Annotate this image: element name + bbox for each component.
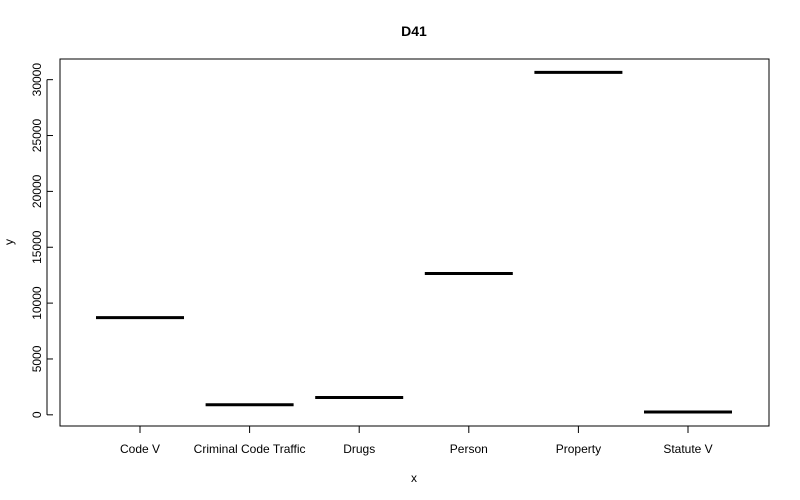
x-tick-label-4: Property (556, 442, 601, 456)
x-tick-label-2: Drugs (343, 442, 375, 456)
y-tick-label-6: 30000 (30, 63, 44, 97)
plot-frame (59, 58, 770, 427)
x-axis-label: x (411, 471, 417, 485)
x-tick-label-5: Statute V (663, 442, 712, 456)
y-axis-label: y (2, 239, 16, 245)
y-tick-label-0: 0 (30, 411, 44, 418)
y-tick-label-1: 5000 (30, 345, 44, 372)
x-tick-label-3: Person (450, 442, 488, 456)
y-tick-label-4: 20000 (30, 174, 44, 208)
x-tick-label-0: Code V (120, 442, 160, 456)
chart-title: D41 (401, 23, 427, 39)
x-tick-label-1: Criminal Code Traffic (194, 442, 306, 456)
y-tick-label-3: 15000 (30, 230, 44, 264)
data-marks (96, 70, 732, 414)
x-axis: Code V Criminal Code Traffic Drugs Person Pr… (120, 426, 713, 456)
y-axis: 0 5000 10000 15000 20000 25000 30000 (30, 63, 53, 418)
y-tick-label-2: 10000 (30, 286, 44, 320)
y-tick-label-5: 25000 (30, 119, 44, 153)
